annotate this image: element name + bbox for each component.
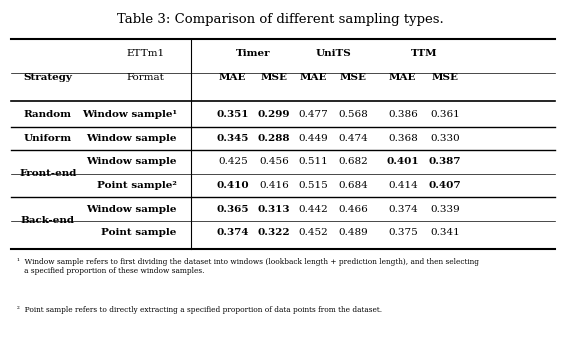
Text: 0.414: 0.414: [388, 181, 418, 190]
Text: Window sample¹: Window sample¹: [82, 110, 177, 119]
Text: 0.684: 0.684: [339, 181, 369, 190]
Text: MSE: MSE: [260, 73, 287, 82]
Text: 0.401: 0.401: [387, 157, 419, 167]
Text: MAE: MAE: [389, 73, 416, 82]
Text: Window sample: Window sample: [86, 157, 177, 167]
Text: 0.425: 0.425: [218, 157, 248, 167]
Text: 0.288: 0.288: [258, 134, 290, 143]
Text: UniTS: UniTS: [315, 49, 351, 58]
Text: 0.515: 0.515: [298, 181, 328, 190]
Text: MSE: MSE: [340, 73, 367, 82]
Text: 0.682: 0.682: [339, 157, 369, 167]
Text: Window sample: Window sample: [86, 134, 177, 143]
Text: 0.568: 0.568: [339, 110, 369, 119]
Text: Front-end: Front-end: [19, 169, 77, 178]
Text: 0.511: 0.511: [298, 157, 328, 167]
Text: 0.299: 0.299: [258, 110, 290, 119]
Text: Format: Format: [127, 73, 165, 82]
Text: Timer: Timer: [236, 49, 270, 58]
Text: 0.452: 0.452: [298, 228, 328, 237]
Text: Random: Random: [24, 110, 72, 119]
Text: 0.341: 0.341: [430, 228, 460, 237]
Text: 0.330: 0.330: [430, 134, 460, 143]
Text: 0.375: 0.375: [388, 228, 418, 237]
Text: 0.466: 0.466: [339, 205, 369, 214]
Text: 0.361: 0.361: [430, 110, 460, 119]
Text: 0.351: 0.351: [217, 110, 249, 119]
Text: TTM: TTM: [411, 49, 437, 58]
Text: 0.386: 0.386: [388, 110, 418, 119]
Text: 0.449: 0.449: [298, 134, 328, 143]
Text: 0.313: 0.313: [258, 205, 290, 214]
Text: 0.456: 0.456: [259, 157, 288, 167]
Text: ETTm1: ETTm1: [127, 49, 165, 58]
Text: 0.410: 0.410: [217, 181, 249, 190]
Text: ²  Point sample refers to directly extracting a specified proportion of data poi: ² Point sample refers to directly extrac…: [17, 306, 382, 314]
Text: MAE: MAE: [300, 73, 327, 82]
Text: 0.474: 0.474: [339, 134, 369, 143]
Text: 0.387: 0.387: [429, 157, 461, 167]
Text: Point sample²: Point sample²: [97, 181, 177, 190]
Text: ¹  Window sample refers to first dividing the dataset into windows (lookback len: ¹ Window sample refers to first dividing…: [17, 258, 479, 275]
Text: 0.339: 0.339: [430, 205, 460, 214]
Text: Table 3: Comparison of different sampling types.: Table 3: Comparison of different samplin…: [117, 13, 444, 26]
Text: 0.374: 0.374: [388, 205, 418, 214]
Text: 0.368: 0.368: [388, 134, 418, 143]
Text: 0.489: 0.489: [339, 228, 369, 237]
Text: Strategy: Strategy: [23, 73, 72, 82]
Text: Window sample: Window sample: [86, 205, 177, 214]
Text: Point sample: Point sample: [102, 228, 177, 237]
Text: 0.477: 0.477: [298, 110, 328, 119]
Text: Uniform: Uniform: [23, 134, 72, 143]
Text: 0.416: 0.416: [259, 181, 288, 190]
Text: 0.345: 0.345: [217, 134, 249, 143]
Text: 0.407: 0.407: [429, 181, 461, 190]
Text: 0.322: 0.322: [258, 228, 290, 237]
Text: 0.365: 0.365: [217, 205, 249, 214]
Text: MAE: MAE: [219, 73, 246, 82]
Text: 0.374: 0.374: [217, 228, 249, 237]
Text: MSE: MSE: [432, 73, 458, 82]
Text: 0.442: 0.442: [298, 205, 328, 214]
Text: Back-end: Back-end: [20, 216, 75, 225]
